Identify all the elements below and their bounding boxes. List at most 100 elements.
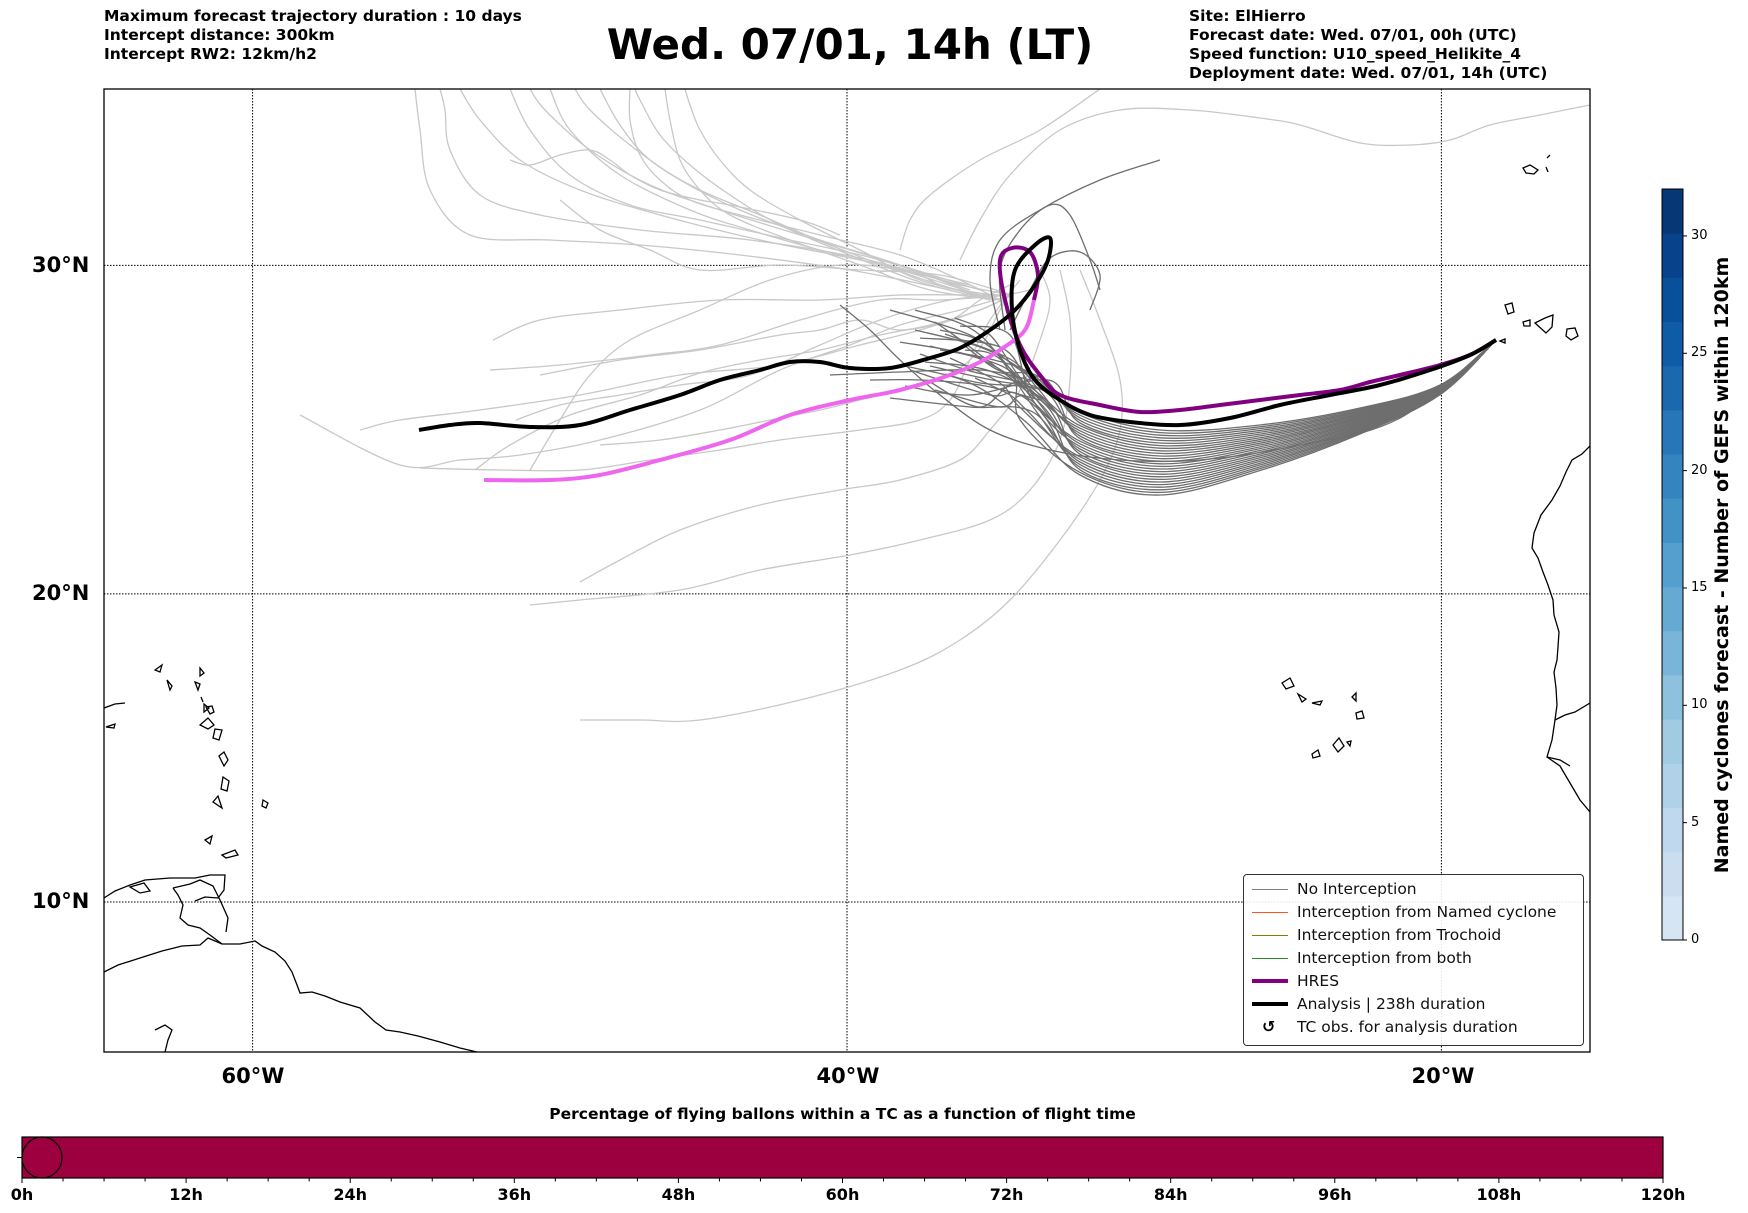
coastline-segment <box>1531 445 1590 813</box>
legend-line-icon <box>1252 958 1288 959</box>
ensemble-trajectory <box>529 269 1072 606</box>
colorbar-segment <box>1662 542 1683 588</box>
ensemble-trajectory <box>899 89 1101 251</box>
ensemble-trajectory <box>509 89 971 291</box>
ensemble-trajectory <box>439 89 961 286</box>
legend-line-icon <box>1252 889 1288 890</box>
coastline-segment <box>1355 710 1365 720</box>
coastline-segment <box>212 728 223 741</box>
ensemble-trajectory <box>580 269 1124 723</box>
ensemble-trajectory <box>529 89 981 291</box>
page-title: Wed. 07/01, 14h (LT) <box>606 20 1094 69</box>
ensemble-trajectory <box>492 293 1012 341</box>
legend-item-named-cyclone: Interception from Named cyclone <box>1244 901 1583 924</box>
coastline-segment <box>1533 314 1554 334</box>
coastline-segment <box>261 798 269 809</box>
ensemble-trajectory <box>1009 250 1101 331</box>
lat-label-30n: 30°N <box>32 253 90 277</box>
deployment-date-text: Deployment date: Wed. 07/01, 14h (UTC) <box>1189 64 1548 82</box>
legend-label: Interception from Trochoid <box>1297 926 1502 944</box>
colorbar-tick-label: 5 <box>1691 814 1700 830</box>
colorbar-tick-label: 10 <box>1691 697 1708 713</box>
coastline-segment <box>1296 692 1308 703</box>
legend-label: Analysis | 238h duration <box>1297 995 1486 1013</box>
coastline-segment <box>200 696 204 703</box>
ensemble-trajectory <box>414 89 951 291</box>
flight-bar-tick-label: 12h <box>169 1185 203 1204</box>
ensemble-trajectory <box>628 89 1001 301</box>
ensemble-trajectory <box>299 294 1013 469</box>
legend-label: HRES <box>1297 972 1340 990</box>
forecast-date-text: Forecast date: Wed. 07/01, 00h (UTC) <box>1189 26 1517 44</box>
header-left-info: Maximum forecast trajectory duration : 1… <box>104 7 522 64</box>
coastline-segment <box>153 663 164 673</box>
legend-line-icon <box>1252 935 1288 936</box>
header-right-info: Site: ElHierro Forecast date: Wed. 07/01… <box>1189 7 1547 83</box>
ensemble-trajectory <box>459 89 971 286</box>
ensemble-trajectory <box>474 294 1013 471</box>
colorbar-segment <box>1662 719 1683 764</box>
colorbar-segment <box>1662 807 1683 853</box>
coastline-segment <box>203 702 211 714</box>
colorbar-segment <box>1662 763 1683 808</box>
coastline-segment <box>1332 736 1345 754</box>
legend-line-icon <box>1252 912 1288 913</box>
colorbar-segment <box>1662 277 1683 323</box>
colorbar-segment <box>1662 189 1683 234</box>
flight-bar-tick-label: 96h <box>1317 1185 1352 1204</box>
ensemble-trajectory <box>634 89 991 301</box>
ensemble-trajectory <box>959 104 1590 261</box>
lat-label-20n: 20°N <box>32 581 90 605</box>
legend: No Interception Interception from Named … <box>1243 874 1584 1046</box>
coastline-segment <box>172 887 223 945</box>
coastline-segment <box>1546 154 1551 159</box>
flight-bar-tick-label: 48h <box>661 1185 696 1204</box>
coastline-segment <box>104 702 126 709</box>
legend-item-hres: HRES <box>1244 970 1583 993</box>
colorbar-segment <box>1662 365 1683 411</box>
coastline-segment <box>166 679 173 692</box>
ensemble-trajectory <box>869 378 1041 401</box>
coastline-segment <box>172 879 229 933</box>
coastline-segment <box>1351 691 1357 703</box>
coastline-segment <box>1565 327 1579 341</box>
legend-item-no-interception: No Interception <box>1244 878 1583 901</box>
lon-label-60w: 60°W <box>221 1064 285 1088</box>
ensemble-trajectory <box>574 89 991 301</box>
colorbar-segment <box>1662 233 1683 278</box>
coastline-segment <box>212 794 224 810</box>
coastline-segment <box>1546 756 1571 767</box>
coastlines <box>104 154 1590 1052</box>
ensemble-trajectory <box>684 89 1001 301</box>
ensemble-trajectory <box>829 368 1031 381</box>
colorbar-tick-label: 25 <box>1691 345 1708 361</box>
lon-label-20w: 20°W <box>1411 1064 1475 1088</box>
ensemble-trajectory <box>539 284 1011 376</box>
legend-label: Interception from both <box>1297 949 1472 967</box>
coastline-segment <box>1281 677 1295 690</box>
ensemble-trajectory <box>839 304 1497 463</box>
coastline-segment <box>1554 702 1590 721</box>
colorbar-segment <box>1662 851 1683 897</box>
legend-item-analysis: Analysis | 238h duration <box>1244 993 1583 1016</box>
coastline-segment <box>1311 748 1321 759</box>
intercept-rw2-text: Intercept RW2: 12km/h2 <box>104 45 317 63</box>
legend-label: No Interception <box>1297 880 1417 898</box>
legend-item-trochoid: Interception from Trochoid <box>1244 924 1583 947</box>
flight-bar-tick-label: 60h <box>825 1185 860 1204</box>
coastline-segment <box>1498 338 1506 344</box>
coastline-segment <box>198 717 215 730</box>
legend-label: TC obs. for analysis duration <box>1297 1018 1518 1036</box>
coastline-segment <box>220 849 240 859</box>
coastline-segment <box>220 775 230 792</box>
ensemble-trajectory <box>515 294 1013 421</box>
coastline-segment <box>154 1024 173 1052</box>
hres-trajectory-extension <box>483 299 1036 483</box>
coastline-segment <box>1522 319 1531 327</box>
colorbar-segment <box>1662 630 1683 676</box>
legend-item-tc-obs: ↺ TC obs. for analysis duration <box>1244 1016 1583 1039</box>
colorbar-tick-label: 0 <box>1691 932 1700 947</box>
colorbar-segment <box>1662 454 1683 499</box>
colorbar-label: Named cyclones forecast - Number of GEFS… <box>1711 256 1733 874</box>
coastline-segment <box>128 882 152 894</box>
